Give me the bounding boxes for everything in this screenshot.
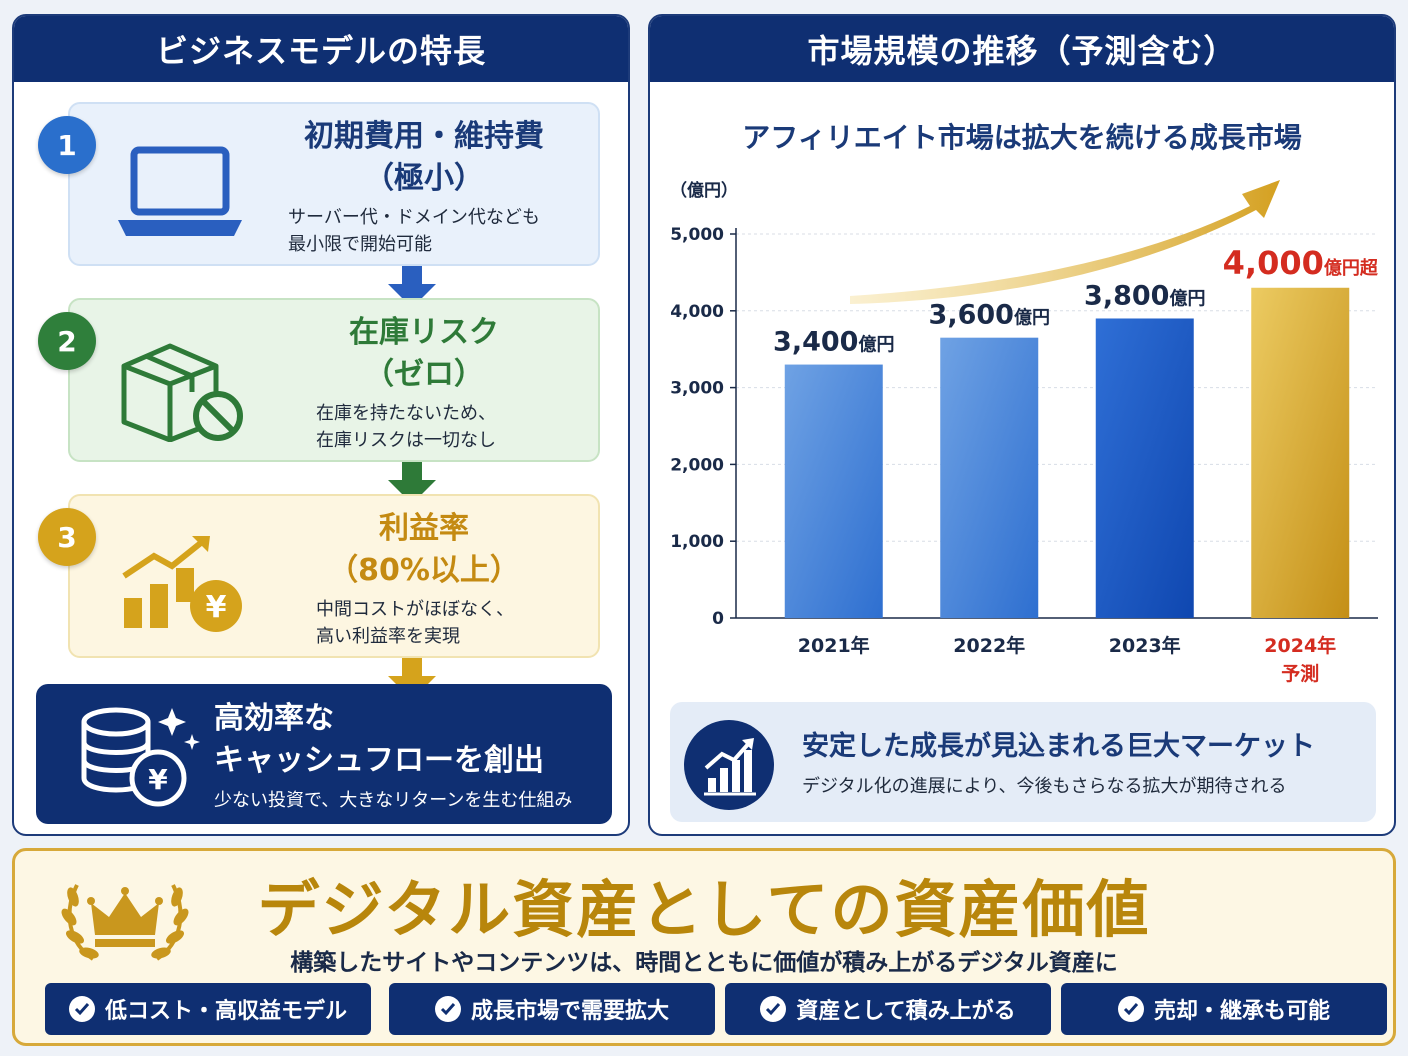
- step-desc-line: サーバー代・ドメイン代なども: [288, 207, 540, 228]
- asset-value-title: デジタル資産としての資産価値: [257, 873, 1151, 946]
- market-summary-box: 安定した成長が見込まれる巨大マーケット デジタル化の進展により、今後もさらなる拡…: [670, 702, 1376, 822]
- bar: [1251, 287, 1350, 618]
- bar: [1095, 318, 1194, 618]
- x-tick-label: 2021年: [798, 634, 870, 657]
- trend-arrow: [850, 180, 1280, 304]
- feature-tag-label: 売却・継承も可能: [1153, 999, 1330, 1024]
- x-tick-label: 2022年: [953, 634, 1025, 657]
- step-title-sub: （極小）: [364, 161, 484, 196]
- laptop-icon: [118, 146, 242, 236]
- feature-tag-label: 低コスト・高収益モデル: [104, 999, 347, 1024]
- market-summary-title: 安定した成長が見込まれる巨大マーケット: [802, 731, 1315, 762]
- check-circle-icon: [760, 996, 787, 1022]
- yen-glyph: ¥: [206, 590, 227, 625]
- cashflow-title: 高効率な: [214, 701, 334, 736]
- step-title: 初期費用・維持費: [304, 119, 544, 154]
- step-desc-line: 在庫を持たないため、: [316, 403, 496, 424]
- y-tick-label: 4,000: [670, 302, 724, 322]
- y-tick-label: 5,000: [670, 225, 724, 245]
- x-tick-label: 2023年: [1109, 634, 1181, 657]
- box-no-icon: [121, 343, 243, 442]
- check-circle-icon: [68, 996, 95, 1022]
- step-number-1: 1: [38, 116, 96, 174]
- feature-tag: 売却・継承も可能: [1061, 983, 1387, 1035]
- step-title: 在庫リスク: [349, 315, 499, 350]
- asset-value-subtitle: 構築したサイトやコンテンツは、時間とともに価値が積み上がるデジタル資産に: [290, 950, 1118, 976]
- market-bar-chart: （億円） 0 1,000 2,000 3,000 4,000 5,000 3,400億円 202…: [670, 180, 1379, 685]
- step-desc-line: 在庫リスクは一切なし: [316, 430, 496, 451]
- coins-yen-icon: ¥: [81, 707, 200, 807]
- check-circle-icon: [434, 996, 461, 1022]
- x-tick-label: 2024年: [1264, 634, 1336, 657]
- step-initial-cost: 1 初期費用・維持費 （極小） サーバー代・ドメイン代なども 最小限で開始可能: [38, 102, 600, 266]
- arrow-down-icon: [388, 462, 436, 504]
- x-tick-note: 予測: [1281, 662, 1319, 685]
- step-title-sub: （ゼロ）: [364, 357, 484, 392]
- business-model-header: ビジネスモデルの特長: [14, 16, 628, 82]
- step-profit-rate: 3 ¥ 利益率 （80%以上） 中間コストがほぼなく、 高い利益率を実現: [38, 494, 600, 658]
- step-number-2: 2: [38, 312, 96, 370]
- check-circle-icon: [1117, 996, 1144, 1022]
- bar-value-label: 3,600億円: [929, 300, 1050, 331]
- digital-asset-panel: デジタル資産としての資産価値 構築したサイトやコンテンツは、時間とともに価値が積…: [12, 848, 1396, 1046]
- cashflow-box: ¥ 高効率な キャッシュフローを創出 少ない投資で、大きなリターンを生む仕組み: [36, 684, 612, 824]
- y-tick-label: 0: [712, 609, 724, 629]
- arrow-down-icon: [388, 266, 436, 308]
- cashflow-desc: 少ない投資で、大きなリターンを生む仕組み: [214, 790, 573, 811]
- bar: [940, 337, 1039, 618]
- feature-tag: 低コスト・高収益モデル: [45, 983, 371, 1035]
- step-desc-line: 高い利益率を実現: [316, 626, 460, 647]
- business-model-panel: ビジネスモデルの特長 1 初期費用・維持費 （極小） サーバー代・ドメイン代など…: [12, 14, 630, 836]
- step-number-3: 3: [38, 508, 96, 566]
- chart-title: アフィリエイト市場は拡大を続ける成長市場: [742, 121, 1302, 154]
- arrow-down-icon: [388, 658, 436, 700]
- bar-value-label: 4,000億円超: [1223, 244, 1379, 282]
- step-desc-line: 最小限で開始可能: [288, 234, 432, 255]
- y-axis-unit: （億円）: [670, 180, 738, 201]
- yen-glyph: ¥: [148, 763, 168, 796]
- bar: [784, 364, 883, 618]
- bar-value-label: 3,800億円: [1084, 280, 1205, 311]
- market-size-panel: 市場規模の推移（予測含む） アフィリエイト市場は拡大を続ける成長市場 （億円） 0…: [648, 14, 1396, 836]
- feature-tag: 資産として積み上がる: [725, 983, 1051, 1035]
- market-summary-desc: デジタル化の進展により、今後もさらなる拡大が期待される: [802, 776, 1287, 797]
- step-title: 利益率: [379, 511, 469, 546]
- market-size-header: 市場規模の推移（予測含む）: [650, 16, 1394, 82]
- step-title-sub: （80%以上）: [328, 553, 520, 588]
- step-inventory-risk: 2 在庫リスク （ゼロ） 在庫を持たないため、 在庫リスクは一切なし: [38, 298, 600, 462]
- crown-laurel-icon: [61, 884, 189, 961]
- bar-value-label: 3,400億円: [773, 327, 894, 358]
- y-tick-label: 1,000: [670, 532, 724, 552]
- feature-tag: 成長市場で需要拡大: [389, 983, 715, 1035]
- growth-yen-icon: ¥: [122, 536, 242, 632]
- step-desc-line: 中間コストがほぼなく、: [316, 599, 514, 620]
- cashflow-title-sub: キャッシュフローを創出: [214, 743, 544, 778]
- growth-chart-icon: [684, 720, 774, 810]
- y-tick-label: 2,000: [670, 455, 724, 475]
- feature-tag-label: 資産として積み上がる: [796, 999, 1016, 1024]
- feature-tag-label: 成長市場で需要拡大: [470, 999, 669, 1024]
- y-tick-label: 3,000: [670, 379, 724, 399]
